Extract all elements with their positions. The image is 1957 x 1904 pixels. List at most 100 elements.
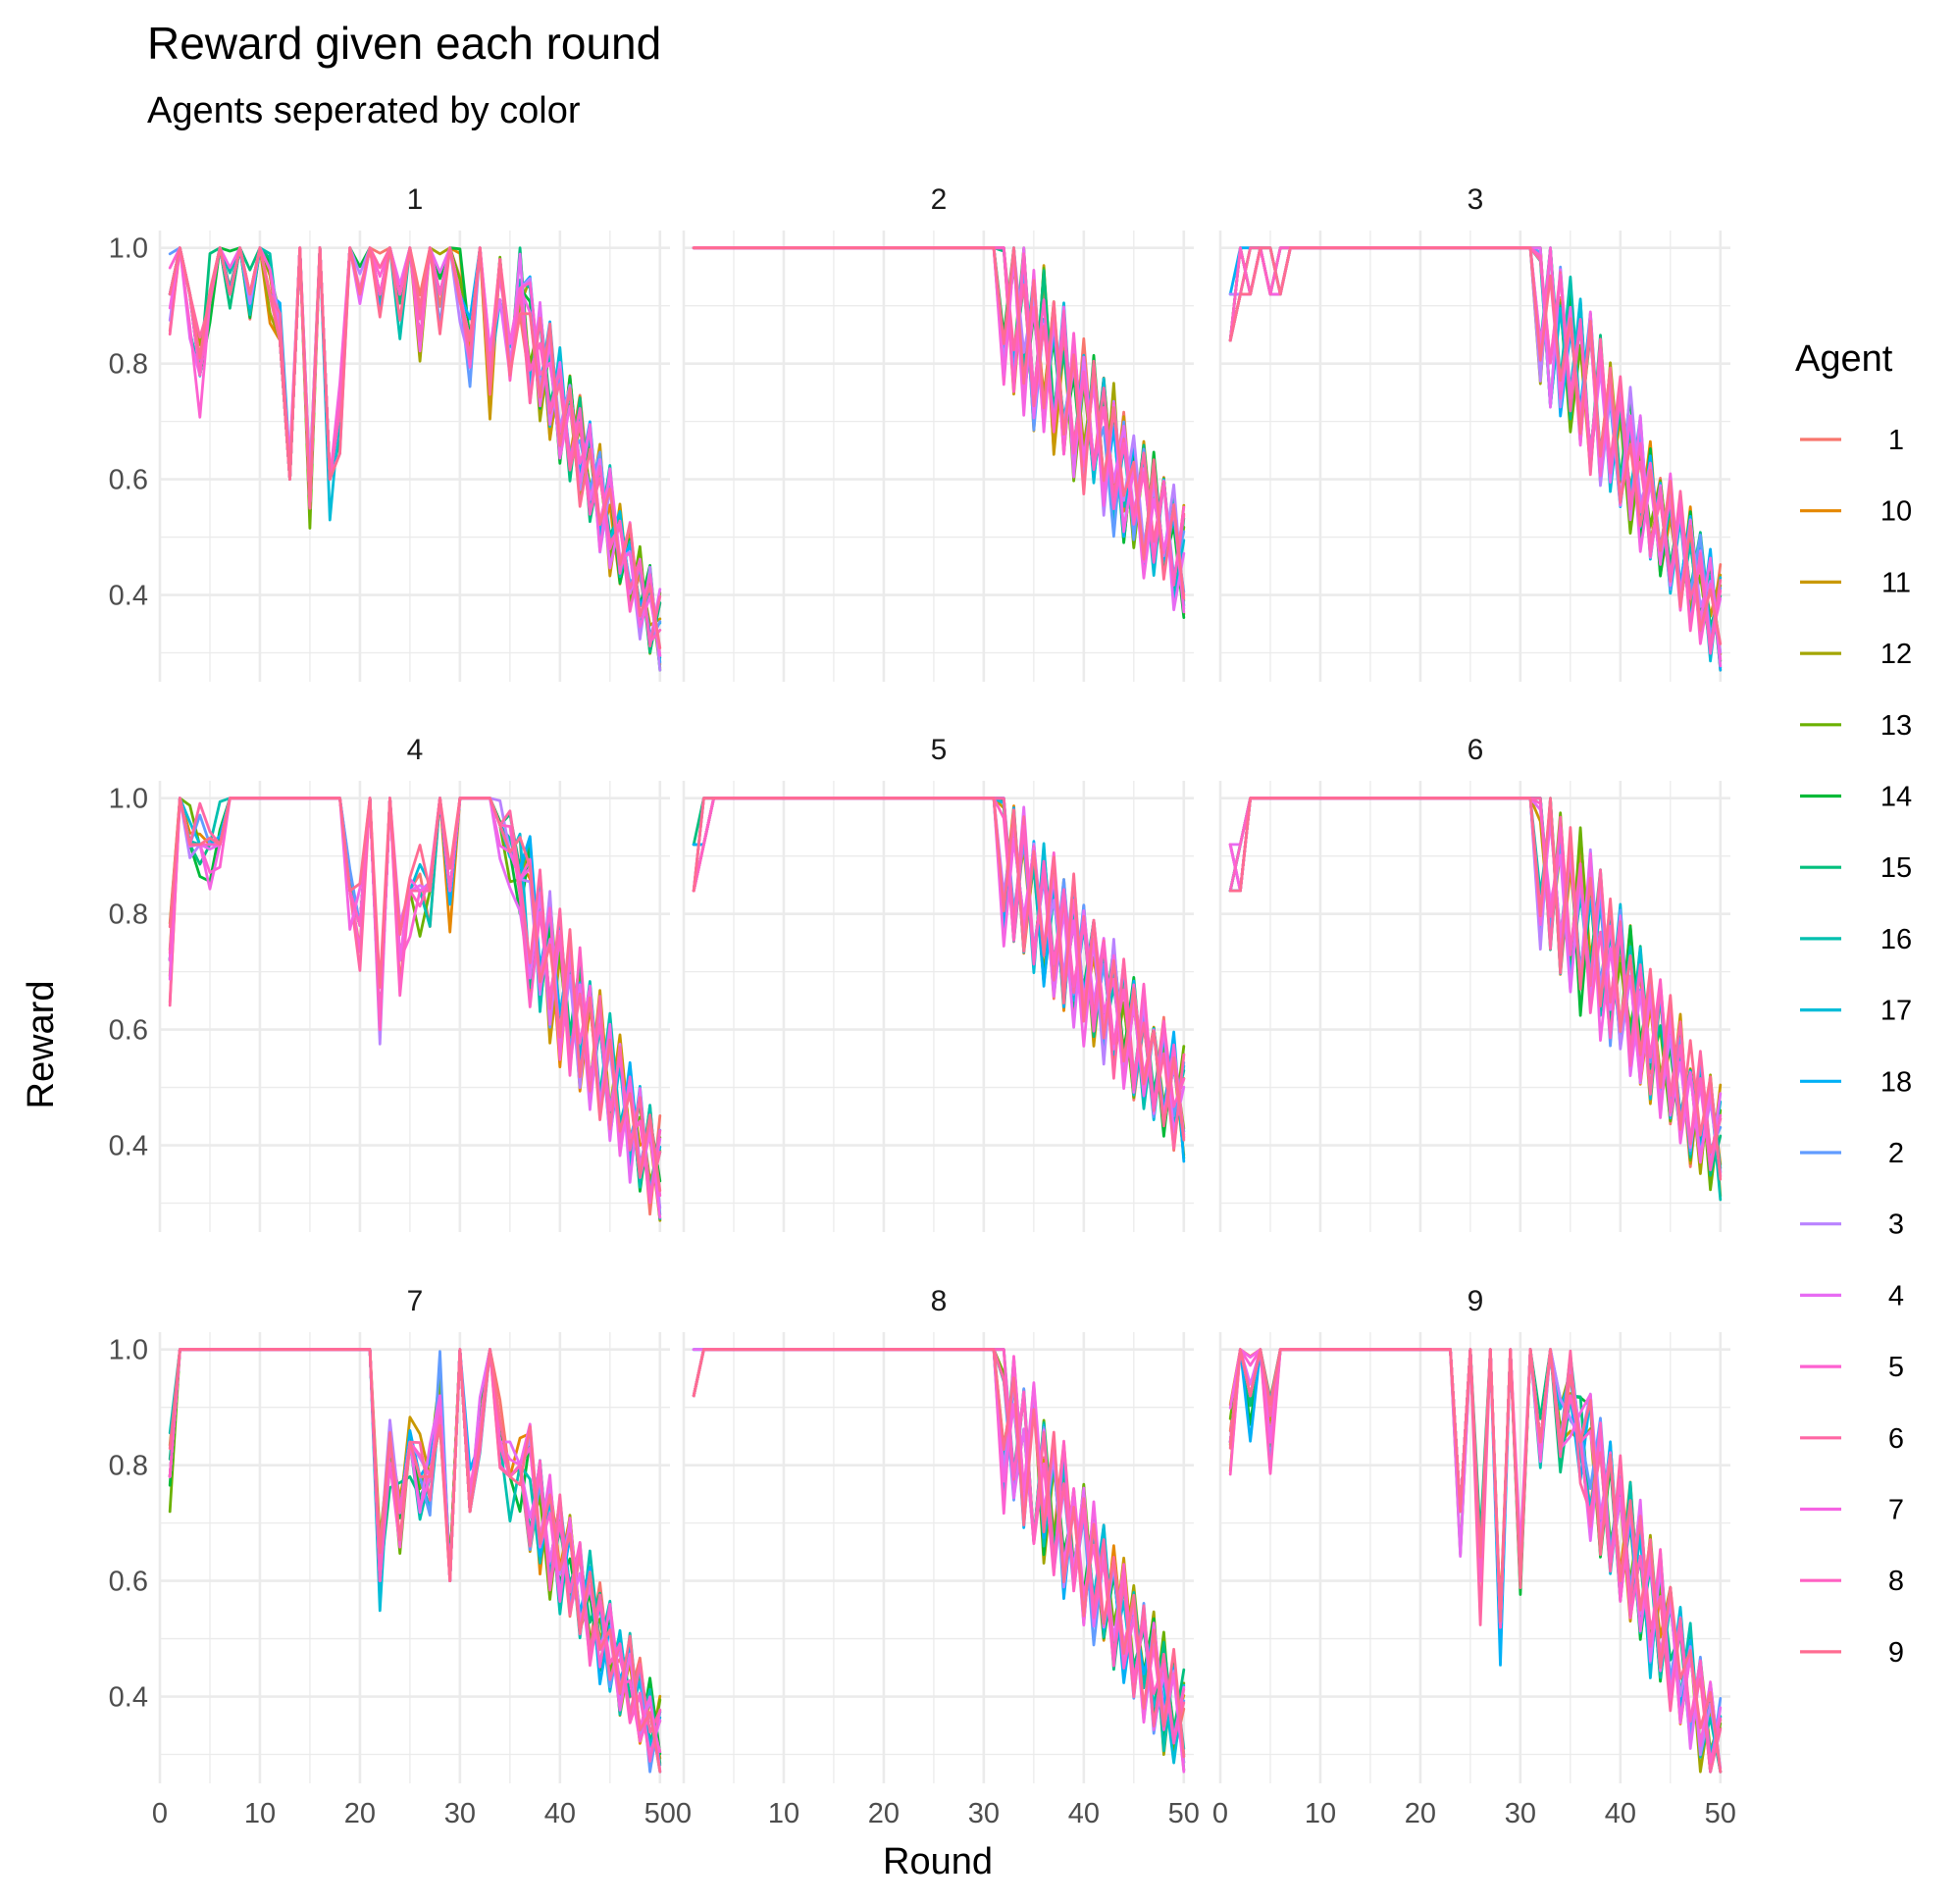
legend-item-1: 1 bbox=[1800, 425, 1904, 456]
y-tick-label: 1.0 bbox=[109, 233, 148, 265]
series-line-agent-11 bbox=[692, 1348, 1186, 1728]
series-line-agent-7 bbox=[168, 1348, 662, 1773]
legend-label: 10 bbox=[1880, 496, 1912, 528]
legend-item-7: 7 bbox=[1800, 1495, 1904, 1526]
series-line-agent-9 bbox=[1228, 246, 1723, 645]
y-tick-label: 0.6 bbox=[109, 1567, 148, 1598]
legend-label: 3 bbox=[1888, 1209, 1904, 1241]
legend-label: 17 bbox=[1880, 996, 1912, 1027]
facet-strip-label: 2 bbox=[931, 183, 948, 216]
series-line-agent-6 bbox=[692, 1348, 1186, 1743]
x-axis-title: Round bbox=[883, 1841, 993, 1882]
x-tick-label: 40 bbox=[544, 1798, 576, 1829]
facet-strip-label: 1 bbox=[407, 183, 424, 216]
series-line-agent-17 bbox=[1228, 797, 1723, 1165]
series-line-agent-14 bbox=[168, 1348, 662, 1756]
series-line-agent-9 bbox=[692, 1348, 1186, 1759]
series-line-agent-6 bbox=[1228, 246, 1723, 650]
legend-label: 1 bbox=[1888, 425, 1904, 456]
series-line-agent-13 bbox=[692, 797, 1186, 1127]
facet-strip-label: 9 bbox=[1468, 1285, 1484, 1317]
chart-title: Reward given each round bbox=[147, 18, 661, 69]
series-line-agent-2 bbox=[1228, 797, 1723, 1153]
facet-panel-6: 6 bbox=[1218, 734, 1730, 1232]
facet-strip-label: 7 bbox=[407, 1285, 424, 1317]
x-tick-label: 40 bbox=[1068, 1798, 1100, 1829]
series-line-agent-8 bbox=[692, 797, 1186, 1109]
legend-title: Agent bbox=[1795, 338, 1893, 380]
facet-panel-8: 8 0 10 20 30 40 50 bbox=[676, 1285, 1200, 1829]
series-line-agent-14 bbox=[692, 1348, 1186, 1772]
legend-label: 2 bbox=[1888, 1138, 1904, 1169]
series-line-agent-17 bbox=[168, 1348, 662, 1747]
legend-label: 15 bbox=[1880, 852, 1912, 884]
legend-label: 12 bbox=[1880, 639, 1912, 670]
series-line-agent-15 bbox=[1228, 246, 1723, 629]
series-line-agent-5 bbox=[692, 1348, 1186, 1773]
facet-panel-9: 9 0 10 20 30 40 50 bbox=[1212, 1285, 1736, 1829]
series-line-agent-12 bbox=[1228, 246, 1723, 656]
x-tick-label: 0 bbox=[676, 1798, 692, 1829]
legend-label: 4 bbox=[1888, 1280, 1904, 1312]
series-line-agent-7 bbox=[1228, 246, 1723, 668]
x-tick-label: 20 bbox=[868, 1798, 900, 1829]
x-tick-label: 10 bbox=[244, 1798, 276, 1829]
series-line-agent-18 bbox=[1228, 797, 1723, 1173]
x-tick-label: 10 bbox=[1305, 1798, 1336, 1829]
series-line-agent-3 bbox=[1228, 246, 1723, 654]
legend-label: 9 bbox=[1888, 1637, 1904, 1669]
legend-label: 6 bbox=[1888, 1423, 1904, 1455]
series-line-agent-9 bbox=[168, 1348, 662, 1774]
legend-label: 7 bbox=[1888, 1495, 1904, 1526]
series-line-agent-16 bbox=[168, 1348, 662, 1767]
y-tick-label: 0.4 bbox=[109, 581, 148, 612]
y-tick-label: 0.8 bbox=[109, 900, 148, 931]
facet-strip-label: 5 bbox=[931, 734, 948, 766]
series-line-agent-16 bbox=[1228, 246, 1723, 670]
legend-item-14: 14 bbox=[1800, 782, 1912, 813]
series-line-agent-9 bbox=[692, 246, 1186, 600]
series-line-agent-11 bbox=[1228, 246, 1723, 618]
legend-label: 18 bbox=[1880, 1066, 1912, 1098]
series-line-agent-2 bbox=[692, 797, 1186, 1118]
series-line-agent-1 bbox=[1228, 246, 1723, 642]
legend-label: 11 bbox=[1881, 567, 1911, 598]
series-line-agent-10 bbox=[692, 1348, 1186, 1757]
facet-strip-label: 3 bbox=[1468, 183, 1484, 216]
x-tick-label: 40 bbox=[1605, 1798, 1636, 1829]
series-line-agent-1 bbox=[1228, 797, 1723, 1168]
series-line-agent-16 bbox=[692, 1348, 1186, 1753]
y-tick-label: 0.4 bbox=[109, 1131, 148, 1162]
x-tick-label: 30 bbox=[968, 1798, 1000, 1829]
legend-item-9: 9 bbox=[1800, 1637, 1904, 1669]
legend-item-15: 15 bbox=[1800, 852, 1912, 884]
y-tick-label: 0.8 bbox=[109, 349, 148, 381]
facet-panel-2: 2 bbox=[682, 183, 1194, 682]
series-line-agent-15 bbox=[1228, 797, 1723, 1177]
x-tick-label: 30 bbox=[1505, 1798, 1536, 1829]
chart-subtitle: Agents seperated by color bbox=[147, 90, 581, 131]
series-line-agent-11 bbox=[1228, 1348, 1723, 1752]
series-line-agent-17 bbox=[692, 1348, 1186, 1765]
legend: 1 10 11 12 13 14 15 16 17 18 2 3 4 5 6 7 8 9 bbox=[1800, 425, 1912, 1669]
series-line-agent-9 bbox=[1228, 797, 1723, 1181]
series-line-agent-6 bbox=[1228, 797, 1723, 1155]
legend-label: 13 bbox=[1880, 710, 1912, 742]
series-line-agent-9 bbox=[692, 797, 1186, 1142]
series-line-agent-11 bbox=[168, 1348, 662, 1752]
series-line-agent-2 bbox=[168, 1348, 662, 1774]
facet-panel-3: 3 bbox=[1218, 183, 1730, 682]
series-line-agent-1 bbox=[692, 1348, 1186, 1755]
series-line-agent-4 bbox=[168, 1348, 662, 1756]
series-line-agent-12 bbox=[168, 1348, 662, 1765]
x-tick-label: 10 bbox=[768, 1798, 799, 1829]
x-tick-label: 20 bbox=[344, 1798, 376, 1829]
series-line-agent-3 bbox=[1228, 797, 1723, 1175]
series-line-agent-1 bbox=[168, 1348, 662, 1747]
series-line-agent-9 bbox=[168, 797, 662, 1193]
legend-item-8: 8 bbox=[1800, 1566, 1904, 1597]
legend-item-16: 16 bbox=[1800, 924, 1912, 955]
legend-label: 16 bbox=[1880, 924, 1912, 955]
series-line-agent-3 bbox=[692, 1348, 1186, 1765]
series-line-agent-5 bbox=[1228, 246, 1723, 661]
